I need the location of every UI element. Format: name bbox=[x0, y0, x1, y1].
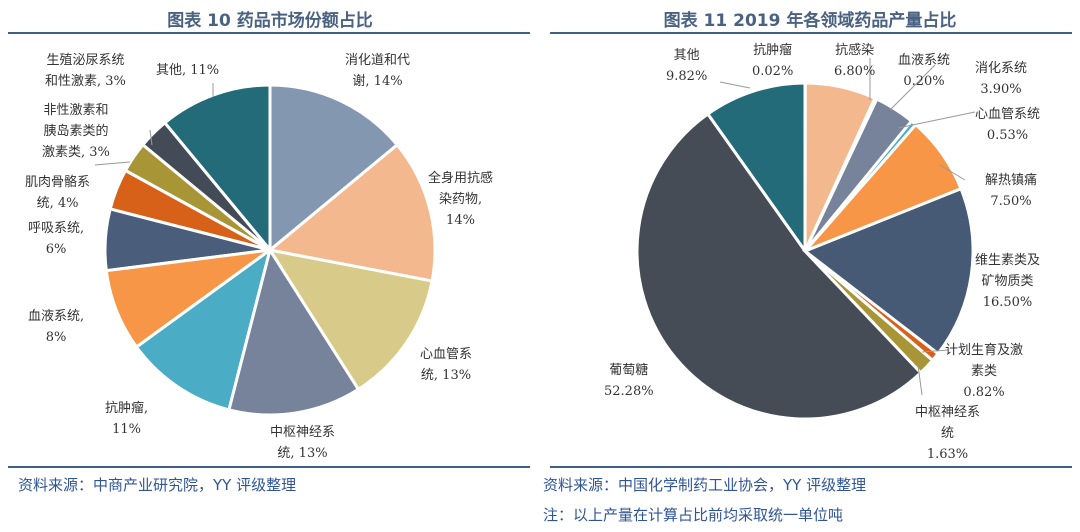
slice-label: 血液系统, 8% bbox=[28, 309, 85, 345]
divider bbox=[8, 466, 530, 468]
slice-label: 心血管系统 0.53% bbox=[975, 107, 1041, 143]
slice-label: 葡萄糖 52.28% bbox=[604, 363, 654, 399]
pie-slice bbox=[227, 246, 361, 417]
pie-slice bbox=[268, 83, 400, 254]
slice-label: 消化系统 3.90% bbox=[975, 61, 1028, 97]
slice-label: 消化道和代 谢, 14% bbox=[345, 53, 411, 89]
left-chart-title: 图表 10 药品市场份额占比 bbox=[167, 11, 373, 31]
pie-slice bbox=[266, 247, 434, 392]
slice-label: 计划生育及激 素类 0.82% bbox=[945, 343, 1024, 400]
right-chart-title: 图表 11 2019 年各领域药品产量占比 bbox=[663, 11, 957, 31]
slice-label: 抗感染 6.80% bbox=[834, 43, 876, 79]
slice-label: 肌肉骨骼系 统, 4% bbox=[25, 175, 91, 211]
pie-slice bbox=[134, 246, 273, 412]
slice-label: 心血管系 统, 13% bbox=[420, 347, 473, 383]
divider bbox=[8, 32, 530, 34]
slice-label: 中枢神经系 统, 13% bbox=[270, 425, 336, 461]
pie-slice bbox=[635, 111, 923, 421]
pie-slice bbox=[802, 186, 975, 356]
slice-label: 非性激素和 胰岛素类的 激素类, 3% bbox=[42, 103, 110, 160]
right-note: 注：以上产量在计算占比前均采取统一单位吨 bbox=[543, 506, 844, 524]
slice-label: 其他, 11% bbox=[156, 63, 220, 78]
slice-label: 呼吸系统, 6% bbox=[28, 221, 85, 257]
pie-slice bbox=[266, 142, 437, 283]
slice-label: 全身用抗感 染药物, 14% bbox=[428, 171, 494, 228]
slice-label: 维生素类及 矿物质类 16.50% bbox=[975, 253, 1041, 310]
slice-label: 抗肿瘤 0.02% bbox=[752, 43, 794, 79]
divider bbox=[550, 466, 1072, 468]
slice-label: 解热镇痛 7.50% bbox=[985, 173, 1038, 209]
slice-label: 抗肿瘤, 11% bbox=[105, 401, 149, 437]
divider bbox=[550, 32, 1072, 34]
pie-slice bbox=[162, 83, 272, 255]
slice-label: 血液系统 0.20% bbox=[898, 53, 951, 89]
right-source: 资料来源：中国化学制药工业协会，YY 评级整理 bbox=[543, 476, 867, 494]
left-source: 资料来源：中商产业研究院，YY 评级整理 bbox=[18, 476, 297, 494]
leader-lines bbox=[94, 58, 976, 396]
slice-label: 中枢神经系 统 1.63% bbox=[915, 405, 981, 462]
slice-label: 其他 9.82% bbox=[666, 48, 708, 84]
slice-label: 生殖泌尿系统 和性激素, 3% bbox=[45, 53, 126, 89]
pie-slice bbox=[705, 81, 807, 256]
